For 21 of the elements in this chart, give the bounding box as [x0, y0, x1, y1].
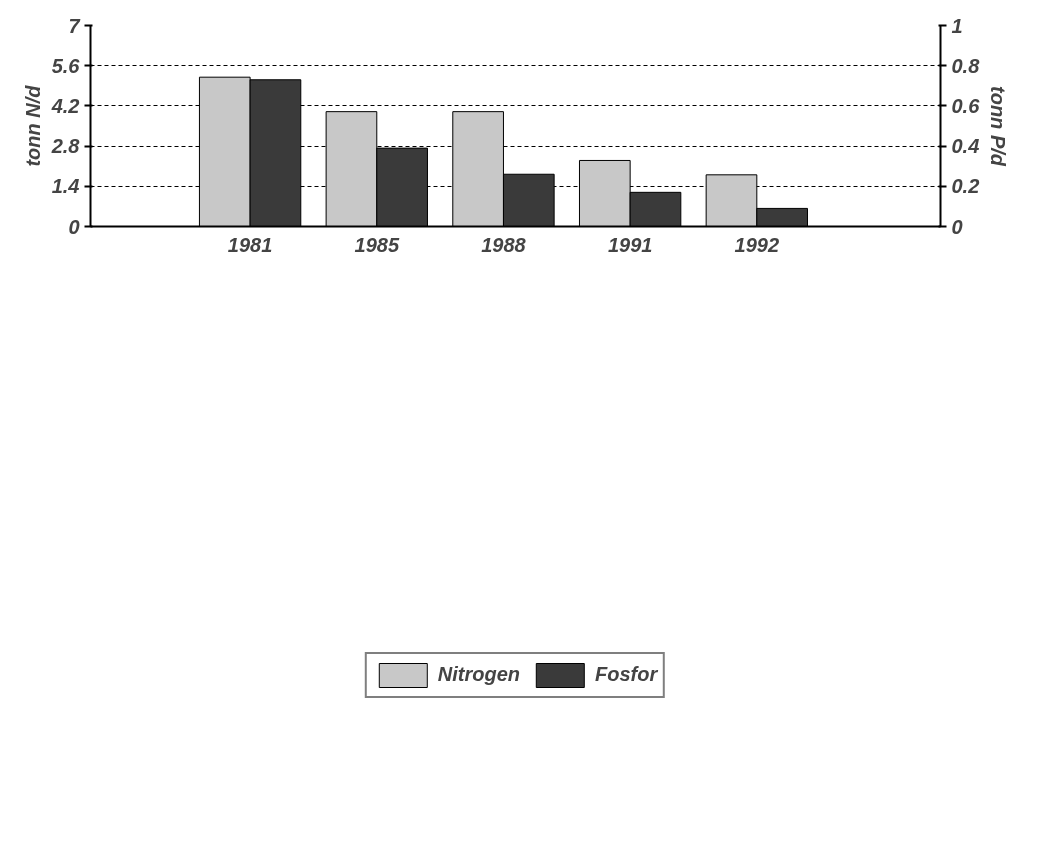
- y2-axis-title: tonn P/d: [987, 86, 1010, 167]
- y2-tick-label: 0.8: [951, 54, 981, 77]
- x-tick-label: 1992: [734, 233, 780, 256]
- y2-tick-label: 0.6: [951, 94, 981, 117]
- y2-tick-label: 0.4: [951, 135, 980, 158]
- y2-tick-label: 0.2: [951, 175, 980, 198]
- y-axis-title: tonn N/d: [21, 84, 44, 167]
- y-tick-label: 0: [68, 215, 80, 238]
- y2-tick-label: 0: [951, 215, 963, 238]
- y-tick-label: 2.8: [50, 135, 81, 158]
- x-tick-label: 1985: [354, 233, 400, 256]
- y2-tick-label: 1: [951, 14, 963, 37]
- legend-label: Nitrogen: [437, 663, 520, 686]
- legend-label: Fosfor: [595, 663, 658, 686]
- x-tick-label: 1988: [481, 233, 527, 256]
- x-tick-label: 1991: [607, 233, 653, 256]
- y-tick-label: 5.6: [51, 54, 81, 77]
- y-tick-label: 4.2: [50, 94, 80, 117]
- y-tick-label: 1.4: [51, 175, 80, 198]
- y-tick-label: 7: [68, 14, 81, 37]
- x-tick-label: 1981: [227, 233, 273, 256]
